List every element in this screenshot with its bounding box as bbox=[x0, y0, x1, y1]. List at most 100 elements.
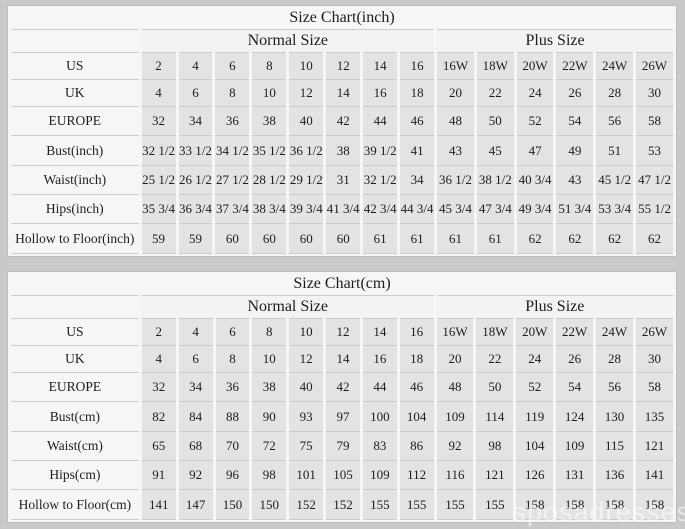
size-cell: 56 bbox=[596, 372, 633, 401]
size-cell: 83 bbox=[362, 431, 397, 460]
size-cell: 96 bbox=[215, 460, 250, 489]
size-cell: 16W bbox=[436, 318, 474, 345]
row-label: UK bbox=[11, 79, 139, 106]
row-label: EUROPE bbox=[11, 106, 139, 135]
size-cell: 18 bbox=[400, 79, 435, 106]
size-cell: 158 bbox=[635, 489, 673, 520]
size-cell: 4 bbox=[178, 52, 213, 79]
size-cell: 38 bbox=[252, 106, 287, 135]
size-cell: 90 bbox=[252, 401, 287, 431]
size-cell: 38 3/4 bbox=[252, 194, 287, 223]
table-row: Waist(cm) 65 68 70 72 75 79 83 86 92 98 104 109 115 12… bbox=[11, 431, 673, 460]
size-cell: 26 bbox=[556, 345, 594, 372]
size-cell: 141 bbox=[635, 460, 673, 489]
size-cell: 14 bbox=[363, 52, 398, 79]
size-cell: 16 bbox=[362, 345, 397, 372]
size-cell: 158 bbox=[556, 489, 594, 520]
size-cell: 48 bbox=[436, 372, 474, 401]
size-cell: 20W bbox=[516, 318, 554, 345]
size-cell: 98 bbox=[476, 431, 514, 460]
size-cell: 28 1/2 bbox=[252, 165, 287, 194]
size-cell: 86 bbox=[399, 431, 434, 460]
size-cell: 101 bbox=[289, 460, 324, 489]
size-cell: 112 bbox=[399, 460, 434, 489]
size-cell: 26W bbox=[636, 52, 673, 79]
size-cell: 16W bbox=[437, 52, 474, 79]
size-cell: 32 bbox=[141, 106, 176, 135]
size-cell: 46 bbox=[399, 372, 434, 401]
size-cell: 49 bbox=[556, 135, 594, 165]
size-cell: 92 bbox=[436, 431, 474, 460]
corner-cell bbox=[11, 295, 139, 318]
size-cell: 10 bbox=[289, 52, 324, 79]
row-label: Bust(cm) bbox=[11, 401, 139, 431]
size-cell: 43 bbox=[437, 135, 474, 165]
size-cell: 14 bbox=[326, 79, 361, 106]
size-cell: 36 bbox=[215, 106, 250, 135]
size-cell: 109 bbox=[556, 431, 594, 460]
size-cell: 26W bbox=[635, 318, 673, 345]
size-cell: 28 bbox=[596, 345, 633, 372]
size-cell: 34 bbox=[400, 165, 435, 194]
size-cell: 44 bbox=[363, 106, 398, 135]
size-cell: 51 3/4 bbox=[556, 194, 594, 223]
size-cell: 34 1/2 bbox=[215, 135, 250, 165]
size-cell: 62 bbox=[516, 223, 554, 254]
size-cell: 14 bbox=[362, 318, 397, 345]
row-label: Waist(inch) bbox=[11, 165, 139, 194]
size-cell: 28 bbox=[596, 79, 634, 106]
size-cell: 152 bbox=[289, 489, 324, 520]
size-cell: 22 bbox=[476, 345, 514, 372]
size-cell: 56 bbox=[596, 106, 634, 135]
size-cell: 65 bbox=[141, 431, 176, 460]
size-cell: 109 bbox=[362, 460, 397, 489]
size-cell: 62 bbox=[556, 223, 594, 254]
size-cell: 32 1/2 bbox=[141, 135, 176, 165]
size-cell: 47 bbox=[516, 135, 554, 165]
size-cell: 53 3/4 bbox=[596, 194, 634, 223]
size-cell: 158 bbox=[516, 489, 554, 520]
size-cell: 32 bbox=[141, 372, 176, 401]
size-cell: 50 bbox=[476, 106, 514, 135]
size-cell: 70 bbox=[215, 431, 250, 460]
size-cell: 41 3/4 bbox=[326, 194, 361, 223]
size-cell: 61 bbox=[476, 223, 514, 254]
size-cell: 60 bbox=[215, 223, 250, 254]
size-cell: 16 bbox=[363, 79, 398, 106]
size-cell: 44 bbox=[362, 372, 397, 401]
table-row: Hips(cm) 91 92 96 98 101 105 109 112 116 121 126 131… bbox=[11, 460, 673, 489]
size-cell: 8 bbox=[252, 318, 287, 345]
size-cell: 30 bbox=[635, 345, 673, 372]
size-cell: 135 bbox=[635, 401, 673, 431]
size-cell: 4 bbox=[141, 79, 176, 106]
row-label: US bbox=[11, 318, 139, 345]
size-cell: 34 bbox=[178, 372, 213, 401]
size-cell: 60 bbox=[252, 223, 287, 254]
table-title: Size Chart(cm) bbox=[11, 273, 673, 295]
size-cell: 34 bbox=[178, 106, 213, 135]
size-cell: 54 bbox=[556, 106, 594, 135]
size-cell: 124 bbox=[556, 401, 594, 431]
table-row: Waist(inch) 25 1/2 26 1/2 27 1/2 28 1/2 29 1/… bbox=[11, 165, 673, 194]
size-cell: 58 bbox=[635, 372, 673, 401]
size-cell: 2 bbox=[141, 318, 176, 345]
size-cell: 52 bbox=[516, 106, 554, 135]
table-title: Size Chart(inch) bbox=[11, 7, 673, 29]
size-cell: 24W bbox=[596, 318, 633, 345]
size-cell: 38 1/2 bbox=[476, 165, 514, 194]
size-cell: 18W bbox=[476, 318, 514, 345]
size-cell: 42 3/4 bbox=[363, 194, 398, 223]
size-cell: 93 bbox=[289, 401, 324, 431]
size-cell: 51 bbox=[596, 135, 634, 165]
table-row: Hips(inch) 35 3/4 36 3/4 37 3/4 38 3/4 39 3/4… bbox=[11, 194, 673, 223]
size-cell: 150 bbox=[215, 489, 250, 520]
size-cell: 24 bbox=[516, 79, 554, 106]
size-cell: 45 3/4 bbox=[437, 194, 474, 223]
size-cell: 31 bbox=[326, 165, 361, 194]
size-cell: 8 bbox=[215, 345, 250, 372]
size-cell: 39 1/2 bbox=[363, 135, 398, 165]
column-group-header: Plus Size bbox=[436, 295, 673, 318]
row-label: Hollow to Floor(cm) bbox=[11, 489, 139, 520]
size-cell: 126 bbox=[516, 460, 554, 489]
size-cell: 88 bbox=[215, 401, 250, 431]
